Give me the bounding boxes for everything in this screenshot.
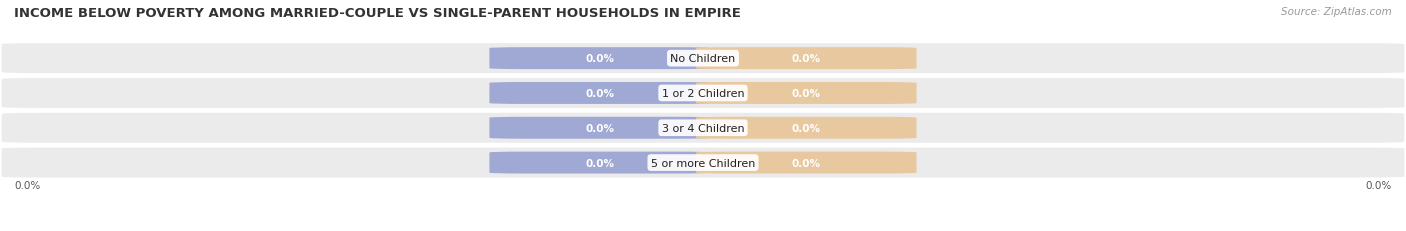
FancyBboxPatch shape [696, 117, 917, 139]
FancyBboxPatch shape [0, 147, 1406, 179]
FancyBboxPatch shape [489, 152, 710, 174]
FancyBboxPatch shape [0, 43, 1406, 75]
FancyBboxPatch shape [0, 77, 1406, 110]
Text: 0.0%: 0.0% [585, 88, 614, 99]
Text: 0.0%: 0.0% [792, 123, 821, 133]
Text: 3 or 4 Children: 3 or 4 Children [662, 123, 744, 133]
Text: No Children: No Children [671, 54, 735, 64]
FancyBboxPatch shape [0, 112, 1406, 145]
FancyBboxPatch shape [696, 83, 917, 104]
Text: 5 or more Children: 5 or more Children [651, 158, 755, 168]
FancyBboxPatch shape [489, 117, 710, 139]
FancyBboxPatch shape [489, 48, 710, 70]
Text: 0.0%: 0.0% [585, 158, 614, 168]
Text: INCOME BELOW POVERTY AMONG MARRIED-COUPLE VS SINGLE-PARENT HOUSEHOLDS IN EMPIRE: INCOME BELOW POVERTY AMONG MARRIED-COUPL… [14, 7, 741, 20]
Text: 0.0%: 0.0% [792, 54, 821, 64]
Text: 0.0%: 0.0% [792, 158, 821, 168]
Text: 0.0%: 0.0% [585, 54, 614, 64]
Text: 0.0%: 0.0% [792, 88, 821, 99]
FancyBboxPatch shape [696, 152, 917, 174]
Text: 0.0%: 0.0% [585, 123, 614, 133]
FancyBboxPatch shape [489, 83, 710, 104]
Text: Source: ZipAtlas.com: Source: ZipAtlas.com [1281, 7, 1392, 17]
Text: 1 or 2 Children: 1 or 2 Children [662, 88, 744, 99]
FancyBboxPatch shape [696, 48, 917, 70]
Text: 0.0%: 0.0% [14, 180, 41, 190]
Text: 0.0%: 0.0% [1365, 180, 1392, 190]
